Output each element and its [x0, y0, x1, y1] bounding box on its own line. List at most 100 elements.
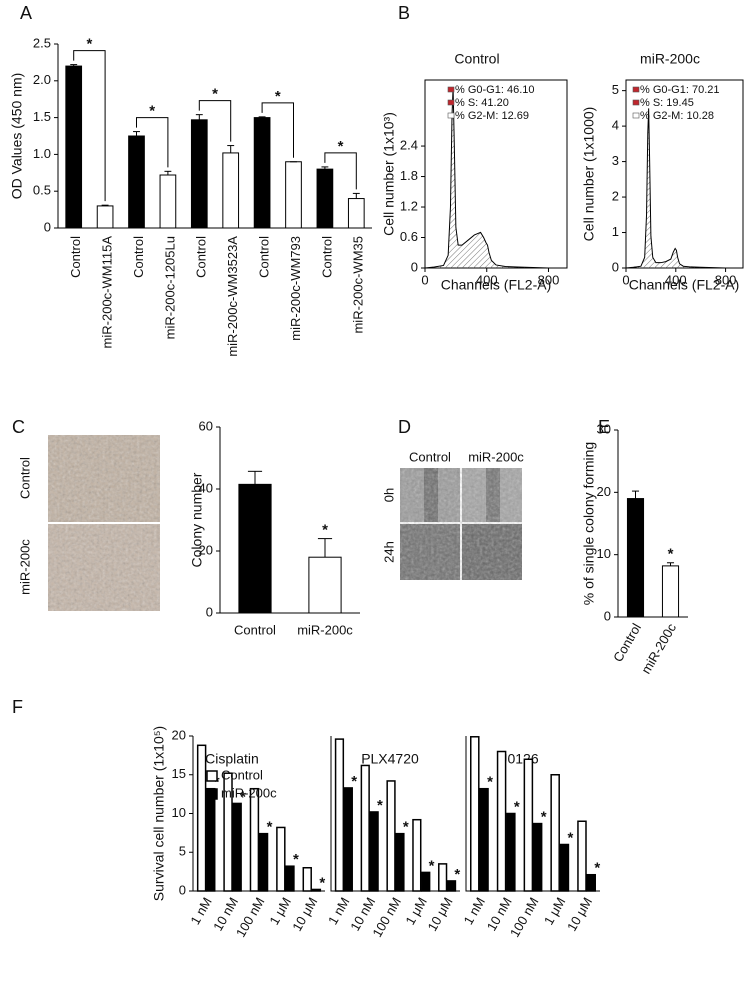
x-tick-label: Control [610, 621, 644, 665]
x-axis-label: Channels (FL2-A) [629, 277, 740, 293]
significance-mark: * [322, 522, 328, 539]
legend-swatch [447, 99, 455, 106]
significance-bracket [136, 117, 169, 168]
bar [532, 822, 543, 892]
y-tick-label: 15 [172, 766, 186, 781]
significance-mark: * [514, 798, 520, 815]
bar [559, 843, 570, 892]
y-axis-label: Cell number (1x10³) [381, 112, 397, 236]
bar [506, 812, 516, 892]
significance-bracket [73, 50, 106, 202]
gate-label: % G2-M: 10.28 [640, 110, 714, 122]
column-label: Control [409, 449, 451, 464]
y-axis-label: % of single colony forming [581, 442, 597, 605]
significance-bracket [261, 102, 294, 158]
gate-label: % S: 19.45 [640, 97, 694, 109]
bar [369, 811, 379, 892]
x-tick-label: 0 [421, 272, 428, 287]
bar [302, 867, 312, 892]
x-tick-label: miR-200c-WM35 [351, 236, 366, 334]
y-tick-label: 0 [206, 604, 213, 619]
y-axis-label: OD Values (450 nm) [9, 73, 25, 200]
y-tick-label: 2.0 [33, 72, 51, 87]
migration-images: Control miR-200c 0h 24h [381, 449, 524, 580]
gate-label: % G0-G1: 46.10 [455, 84, 535, 96]
y-tick-label: 0 [604, 608, 611, 623]
significance-mark: * [275, 88, 281, 105]
significance-mark: * [240, 788, 246, 805]
x-tick-label: 1 μM [266, 895, 294, 928]
y-tick-label: 1.0 [33, 146, 51, 161]
bar [238, 483, 272, 614]
x-tick-label: Control [257, 236, 272, 278]
significance-bracket [198, 100, 232, 142]
bar [196, 744, 207, 892]
y-tick-label: 0.5 [33, 183, 51, 198]
y-axis-label: Colony number [189, 472, 205, 567]
histogram-curve [625, 108, 743, 269]
significance-mark: * [568, 829, 574, 846]
bar [206, 787, 216, 892]
x-tick-label: 0 [622, 272, 629, 287]
x-tick-label: miR-200c-WM3523A [225, 236, 240, 357]
significance-mark: * [351, 773, 357, 790]
bar [128, 135, 145, 229]
bar [159, 174, 177, 229]
bar [311, 888, 322, 892]
bar [523, 758, 534, 892]
legend-swatch [632, 112, 640, 119]
y-tick-label: 10 [172, 805, 186, 820]
bar [65, 65, 83, 229]
legend-swatch [632, 86, 640, 93]
y-tick-label: 0 [612, 259, 619, 274]
x-tick-label: 800 [538, 272, 560, 287]
x-tick-label: miR-200c-WM793 [288, 236, 303, 341]
x-axis-label: Channels (FL2-A) [441, 277, 552, 293]
y-tick-label: 40 [199, 480, 213, 495]
y-tick-label: 0 [44, 219, 51, 234]
bar [249, 787, 260, 892]
legend-swatch [206, 770, 218, 782]
x-tick-label: 800 [715, 272, 737, 287]
histogram-curve [424, 87, 567, 269]
gate-label: % G2-M: 12.69 [455, 110, 529, 122]
y-tick-label: 1.5 [33, 109, 51, 124]
significance-mark: * [594, 860, 600, 877]
x-tick-label: Control [131, 236, 146, 278]
bar [343, 787, 353, 892]
bar [285, 161, 302, 229]
bar [334, 738, 345, 892]
significance-mark: * [214, 774, 220, 791]
x-tick-label: miR-200c [638, 620, 679, 676]
bar [550, 774, 560, 892]
x-tick-label: Control [319, 236, 334, 278]
bar [276, 826, 286, 892]
y-tick-label: 4 [612, 118, 619, 133]
x-tick-label: Control [68, 236, 83, 278]
significance-mark: * [86, 36, 92, 53]
bar [190, 119, 208, 229]
significance-mark: * [541, 809, 547, 826]
bar [577, 820, 587, 892]
bar [395, 832, 405, 892]
bar [222, 152, 240, 229]
chart-title: miR-200c [640, 51, 700, 67]
x-tick-label: miR-200c [297, 622, 353, 637]
gate-label: % S: 41.20 [455, 97, 509, 109]
significance-mark: * [377, 797, 383, 814]
y-tick-label: 2.4 [400, 137, 418, 152]
x-tick-label: miR-200c-WM115A [100, 236, 115, 349]
bar [223, 772, 233, 892]
significance-mark: * [267, 819, 273, 836]
legend-swatch [632, 99, 640, 106]
bar [347, 198, 365, 229]
bar [285, 865, 295, 892]
bar [412, 818, 422, 892]
x-tick-label: 10 μM [289, 895, 320, 934]
y-axis-label: Cell number (1x1000) [581, 107, 597, 242]
significance-bracket [324, 152, 357, 190]
column-label: miR-200c [468, 449, 524, 464]
x-tick-label: 10 μM [564, 895, 595, 934]
y-tick-label: 2.5 [33, 35, 51, 50]
image-label: Control [17, 457, 32, 499]
